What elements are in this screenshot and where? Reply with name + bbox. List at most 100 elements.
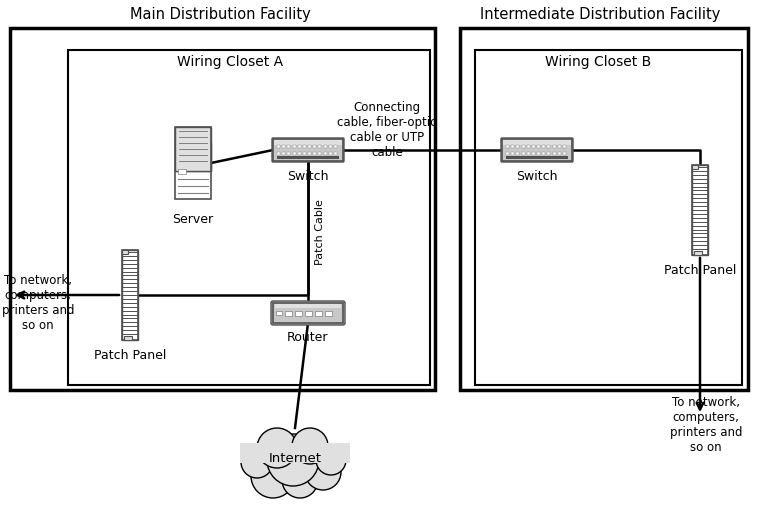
Text: Wiring Closet B: Wiring Closet B bbox=[545, 55, 651, 69]
Text: Wiring Closet A: Wiring Closet A bbox=[177, 55, 283, 69]
Bar bbox=[516, 145, 519, 148]
Bar bbox=[122, 250, 128, 254]
Bar bbox=[516, 152, 519, 155]
Bar bbox=[537, 145, 540, 148]
Bar bbox=[692, 165, 708, 255]
Bar bbox=[527, 152, 530, 155]
Text: Patch Panel: Patch Panel bbox=[94, 349, 166, 362]
Circle shape bbox=[251, 454, 295, 498]
Bar bbox=[298, 152, 301, 155]
Bar bbox=[318, 145, 321, 148]
Bar bbox=[506, 156, 568, 159]
Bar bbox=[10, 28, 435, 390]
Bar bbox=[240, 443, 350, 463]
Bar bbox=[305, 311, 312, 316]
Circle shape bbox=[267, 434, 319, 486]
Bar bbox=[506, 145, 509, 148]
Bar bbox=[325, 311, 332, 316]
Bar bbox=[282, 145, 285, 148]
Circle shape bbox=[257, 428, 297, 468]
Bar bbox=[563, 152, 565, 155]
Bar bbox=[522, 145, 525, 148]
Bar bbox=[511, 152, 514, 155]
Bar bbox=[293, 152, 296, 155]
Bar bbox=[175, 143, 211, 171]
Bar bbox=[277, 145, 280, 148]
Bar bbox=[122, 250, 138, 340]
Text: Intermediate Distribution Facility: Intermediate Distribution Facility bbox=[480, 7, 720, 22]
Text: To network,
computers,
printers and
so on: To network, computers, printers and so o… bbox=[670, 396, 742, 454]
Bar bbox=[68, 50, 430, 385]
Bar bbox=[553, 152, 556, 155]
Bar bbox=[542, 145, 545, 148]
Bar bbox=[274, 139, 342, 145]
FancyBboxPatch shape bbox=[271, 301, 345, 325]
Bar bbox=[329, 145, 332, 148]
Bar bbox=[522, 152, 525, 155]
Bar bbox=[287, 152, 290, 155]
Circle shape bbox=[282, 462, 318, 498]
Bar bbox=[475, 50, 742, 385]
Bar bbox=[542, 152, 545, 155]
Bar bbox=[175, 127, 211, 199]
Bar bbox=[315, 311, 322, 316]
Text: Server: Server bbox=[172, 213, 214, 226]
Bar bbox=[122, 250, 138, 340]
Bar bbox=[313, 145, 316, 148]
Bar bbox=[175, 127, 211, 171]
Circle shape bbox=[316, 445, 346, 475]
Bar bbox=[313, 152, 316, 155]
Text: Switch: Switch bbox=[287, 170, 329, 183]
Bar bbox=[553, 145, 556, 148]
Bar bbox=[324, 145, 327, 148]
Bar bbox=[277, 152, 280, 155]
Bar bbox=[277, 156, 339, 159]
Bar bbox=[511, 145, 514, 148]
Bar bbox=[694, 251, 702, 255]
Text: Patch Panel: Patch Panel bbox=[664, 264, 736, 277]
Bar bbox=[692, 165, 698, 169]
Bar bbox=[275, 303, 341, 308]
Bar bbox=[273, 303, 343, 323]
Bar bbox=[547, 145, 550, 148]
Text: Switch: Switch bbox=[516, 170, 558, 183]
Bar bbox=[503, 139, 571, 145]
Bar bbox=[324, 152, 327, 155]
Bar bbox=[506, 152, 509, 155]
Bar bbox=[532, 145, 535, 148]
Text: Main Distribution Facility: Main Distribution Facility bbox=[130, 7, 310, 22]
Bar bbox=[298, 145, 301, 148]
Bar bbox=[558, 145, 561, 148]
Bar bbox=[527, 145, 530, 148]
Text: Connecting
cable, fiber-optic
cable or UTP
cable: Connecting cable, fiber-optic cable or U… bbox=[337, 101, 437, 159]
FancyBboxPatch shape bbox=[272, 138, 344, 162]
Bar bbox=[318, 152, 321, 155]
Bar bbox=[285, 311, 292, 316]
Text: Router: Router bbox=[287, 331, 329, 344]
Bar bbox=[293, 145, 296, 148]
Circle shape bbox=[305, 454, 341, 490]
Bar bbox=[547, 152, 550, 155]
Bar bbox=[329, 152, 332, 155]
Text: To network,
computers,
printers and
so on: To network, computers, printers and so o… bbox=[2, 274, 74, 332]
Bar bbox=[308, 152, 311, 155]
Bar bbox=[334, 152, 337, 155]
Bar bbox=[303, 152, 305, 155]
Bar bbox=[308, 145, 311, 148]
Bar bbox=[295, 311, 302, 316]
Bar bbox=[558, 152, 561, 155]
Bar bbox=[532, 152, 535, 155]
Bar bbox=[502, 139, 572, 161]
Bar bbox=[287, 145, 290, 148]
Bar bbox=[303, 145, 305, 148]
FancyBboxPatch shape bbox=[501, 138, 573, 162]
Bar bbox=[273, 139, 343, 161]
Circle shape bbox=[292, 428, 328, 464]
Bar bbox=[124, 336, 132, 340]
Bar bbox=[334, 145, 337, 148]
Text: Patch Cable: Patch Cable bbox=[315, 199, 325, 265]
Bar bbox=[178, 169, 186, 174]
Text: Internet: Internet bbox=[268, 452, 321, 465]
Bar bbox=[692, 165, 708, 255]
Bar bbox=[563, 145, 565, 148]
